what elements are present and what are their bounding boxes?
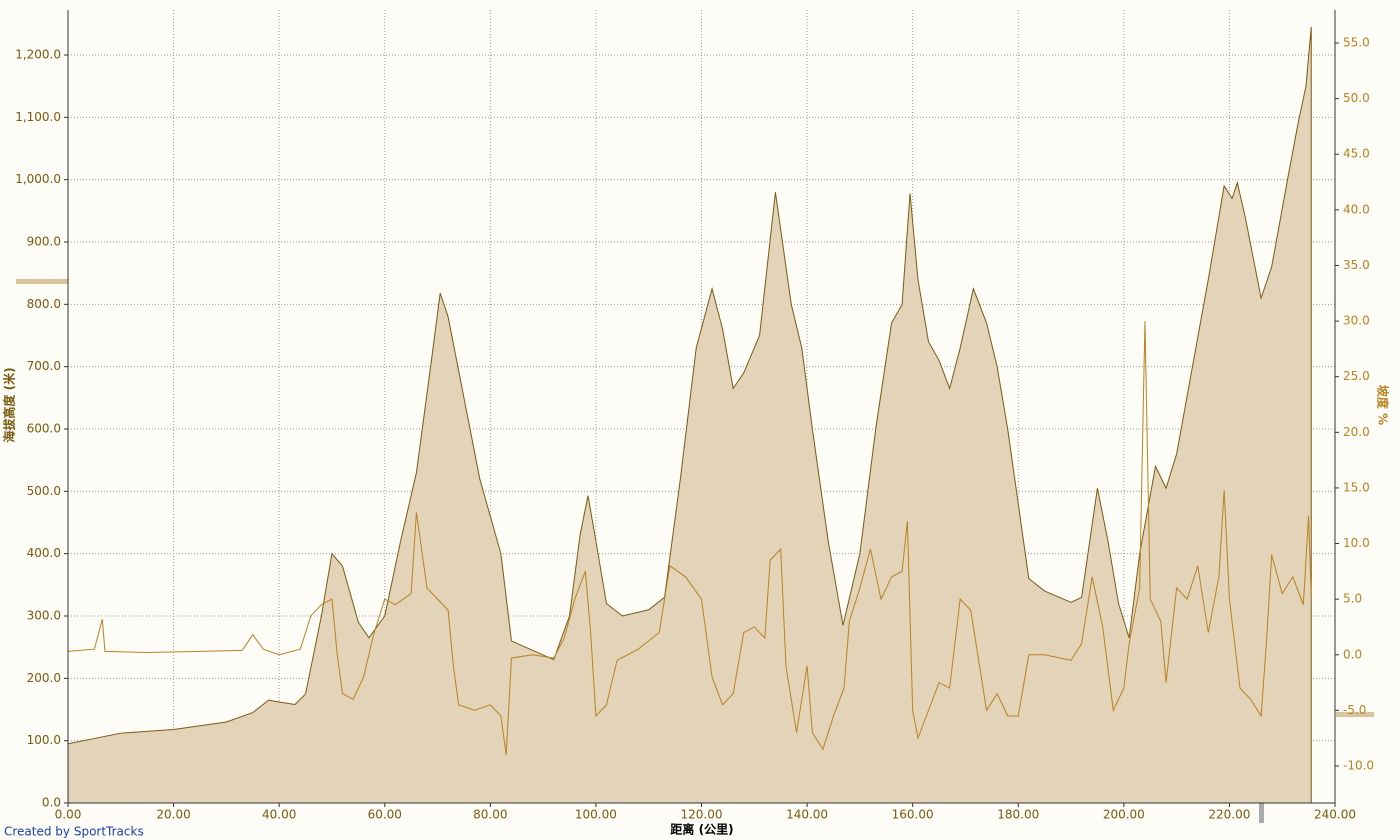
x-tick-label: 200.00 [1103,808,1145,822]
footer: Created by SportTracks [4,825,144,839]
x-tick-label: 220.00 [1208,808,1250,822]
y2-tick-label: 10.0 [1343,536,1370,550]
y2-tick-label: 45.0 [1343,147,1370,161]
y2-tick-label: 0.0 [1343,647,1362,661]
y-tick-label: 1,100.0 [15,110,61,124]
x-tick-label: 20.00 [156,808,190,822]
x-tick-label: 60.00 [368,808,402,822]
y2-tick-label: 50.0 [1343,91,1370,105]
x-axis-label: 距离 (公里) [670,822,733,837]
y2-axis-label: 坡度 % [1376,385,1391,425]
y-tick-label: 200.0 [27,671,61,685]
y-tick-label: 300.0 [27,609,61,623]
y2-tick-label: 15.0 [1343,480,1370,494]
x-tick-label: 240.00 [1314,808,1356,822]
y-axis-label: 海拔高度 (米) [2,367,17,442]
y2-tick-label: 20.0 [1343,425,1370,439]
x-tick-label: 40.00 [262,808,296,822]
x-tick-label: 80.00 [473,808,507,822]
x-tick-label: 180.00 [997,808,1039,822]
left-slider[interactable] [16,279,68,284]
x-tick-label: 100.00 [575,808,617,822]
y2-tick-label: 30.0 [1343,314,1370,328]
y-tick-label: 1,200.0 [15,48,61,62]
y-tick-label: 100.0 [27,733,61,747]
y-tick-label: 600.0 [27,422,61,436]
x-tick-label: 120.00 [681,808,723,822]
y2-tick-label: 35.0 [1343,258,1370,272]
y2-tick-label: 40.0 [1343,202,1370,216]
y-tick-label: 500.0 [27,484,61,498]
y2-tick-label: 25.0 [1343,369,1370,383]
elevation-area [67,26,1312,804]
x-tick-label: 0.00 [55,808,82,822]
y-tick-label: 0.0 [42,796,61,810]
x-tick-label: 160.00 [892,808,934,822]
y-tick-label: 1,000.0 [15,172,61,186]
y2-tick-label: -5.0 [1343,703,1366,717]
grade-line [67,321,1312,755]
bottom-slider[interactable] [1259,803,1264,823]
y-tick-label: 400.0 [27,546,61,560]
x-tick-label: 140.00 [786,808,828,822]
y-tick-label: 800.0 [27,297,61,311]
right-slider[interactable] [1336,712,1374,717]
y2-tick-label: -10.0 [1343,759,1374,773]
y-tick-label: 900.0 [27,235,61,249]
y-tick-label: 700.0 [27,359,61,373]
y2-tick-label: 55.0 [1343,36,1370,50]
y2-tick-label: 5.0 [1343,592,1362,606]
